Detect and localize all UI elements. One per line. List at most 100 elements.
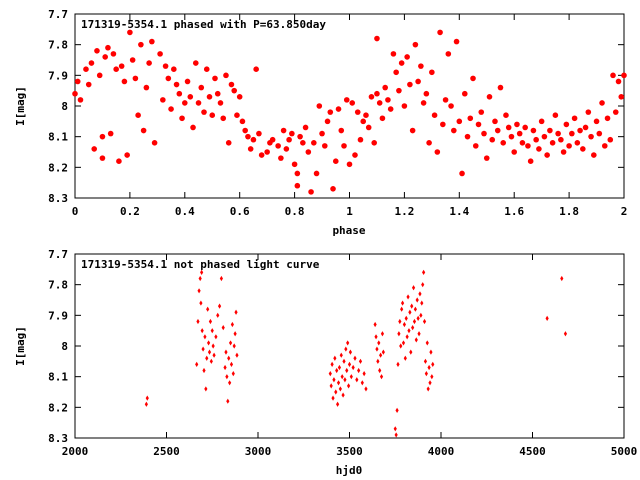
data-point xyxy=(247,146,254,152)
x-tick-label: 1.2 xyxy=(394,205,414,218)
data-point xyxy=(160,97,166,103)
data-point xyxy=(217,100,224,106)
data-point xyxy=(445,51,452,57)
data-point xyxy=(351,364,355,371)
data-point xyxy=(415,78,421,85)
data-point xyxy=(393,426,397,432)
data-point xyxy=(618,94,625,100)
data-point xyxy=(560,149,567,155)
data-point xyxy=(492,118,498,125)
data-point xyxy=(275,143,281,149)
x-tick-label: 4500 xyxy=(519,445,546,458)
data-point xyxy=(376,358,380,364)
data-point xyxy=(569,130,575,137)
y-tick-label: 7.7 xyxy=(48,8,68,21)
data-points xyxy=(72,29,627,195)
data-point xyxy=(431,112,438,118)
data-point xyxy=(411,325,415,331)
data-point xyxy=(342,358,346,364)
data-point xyxy=(461,90,468,97)
data-point xyxy=(107,130,114,137)
data-point xyxy=(132,75,139,82)
data-point xyxy=(345,367,349,374)
data-point xyxy=(278,155,284,161)
data-point xyxy=(245,133,251,140)
data-point xyxy=(394,432,398,438)
data-point xyxy=(236,94,243,100)
data-point xyxy=(397,331,401,337)
data-point xyxy=(489,136,496,143)
data-point xyxy=(536,146,542,152)
axis-ticks: 2000 2500 3000 3500 4000 4500 5000 7.7 7.8 7.9 8 8.… xyxy=(48,248,637,458)
data-point xyxy=(331,395,335,401)
data-point xyxy=(228,81,235,88)
data-point xyxy=(198,84,205,91)
data-point xyxy=(500,140,507,146)
data-point xyxy=(577,127,583,134)
y-tick-label: 7.8 xyxy=(48,279,68,292)
data-point xyxy=(405,334,409,340)
data-point xyxy=(428,380,432,386)
y-axis-label: I[mag] xyxy=(14,326,27,366)
data-point xyxy=(329,383,333,389)
data-point xyxy=(417,331,421,337)
y-tick-label: 7.9 xyxy=(48,69,68,82)
data-point xyxy=(505,124,512,131)
data-point xyxy=(206,306,210,312)
data-point xyxy=(135,112,141,118)
data-point xyxy=(74,78,81,85)
data-point xyxy=(538,118,545,125)
data-point xyxy=(233,331,237,337)
data-point xyxy=(544,152,550,158)
data-point xyxy=(422,269,426,275)
data-point xyxy=(258,152,265,158)
data-point xyxy=(547,127,553,134)
x-tick-label: 1.4 xyxy=(449,205,469,218)
data-point xyxy=(347,361,352,367)
data-point xyxy=(223,72,229,79)
data-point xyxy=(563,121,570,128)
data-point xyxy=(340,374,344,380)
data-point xyxy=(376,100,383,106)
x-tick-label: 1 xyxy=(346,205,353,218)
data-point xyxy=(210,328,214,334)
data-point xyxy=(362,371,366,377)
data-point xyxy=(190,124,196,131)
y-tick-label: 7.7 xyxy=(48,248,68,261)
data-point xyxy=(453,38,460,45)
x-tick-label: 1.8 xyxy=(559,205,579,218)
data-point xyxy=(201,346,205,352)
y-tick-label: 7.8 xyxy=(48,39,68,52)
data-point xyxy=(124,152,130,158)
data-point xyxy=(250,136,257,143)
data-point xyxy=(225,374,229,380)
data-point xyxy=(396,87,402,94)
data-point xyxy=(358,358,363,364)
data-point xyxy=(552,112,559,118)
data-point xyxy=(481,130,487,137)
data-point xyxy=(508,133,515,140)
data-point xyxy=(527,158,534,164)
data-point xyxy=(311,140,317,146)
raw-light-curve-panel: 171319-5354.1 not phased light curve hjd… xyxy=(14,248,637,477)
data-point xyxy=(343,377,347,383)
data-point xyxy=(593,118,600,125)
data-point xyxy=(406,294,410,300)
data-point xyxy=(341,143,347,149)
data-point xyxy=(400,306,404,312)
data-point xyxy=(549,140,556,146)
data-point xyxy=(102,54,108,60)
data-point xyxy=(202,367,206,374)
data-point xyxy=(146,60,152,66)
data-point xyxy=(198,275,202,282)
data-point xyxy=(99,133,106,140)
chart-title: 171319-5354.1 phased with P=63.850day xyxy=(81,18,326,31)
data-point xyxy=(555,130,561,137)
data-point xyxy=(393,69,399,76)
data-point xyxy=(196,318,200,325)
data-point xyxy=(409,127,416,134)
data-point xyxy=(336,401,340,407)
data-point xyxy=(206,340,211,346)
x-tick-label: 2 xyxy=(621,205,628,218)
